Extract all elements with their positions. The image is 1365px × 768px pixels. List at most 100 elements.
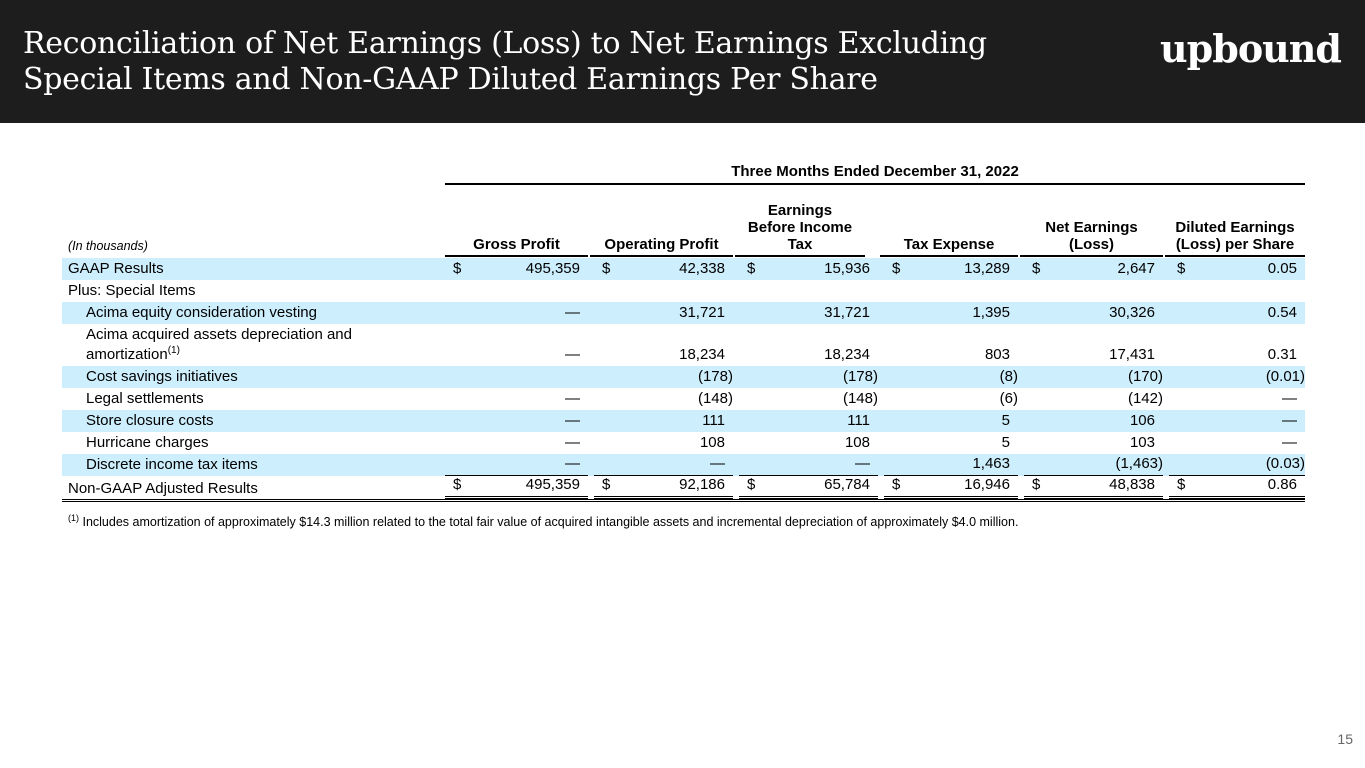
- table-cell: 803: [884, 324, 1018, 366]
- table-cell: $13,289: [884, 258, 1018, 280]
- row-label: Hurricane charges: [86, 435, 209, 451]
- table-cell: $48,838: [1024, 476, 1163, 499]
- table-cell: (0.01): [1169, 366, 1305, 388]
- table-cell: (0.03): [1169, 454, 1305, 476]
- cell-value: 15,936: [824, 260, 870, 277]
- table-cell: 18,234: [594, 324, 733, 366]
- dollar-sign: $: [747, 476, 756, 493]
- cell-value: 803: [984, 346, 1010, 363]
- row-label: Acima acquired assets depreciation and am…: [86, 327, 352, 363]
- cell-value: 13,289: [964, 260, 1010, 277]
- cell-value: —: [855, 455, 870, 472]
- cell-value: (0.01): [1265, 368, 1305, 385]
- cell-value: 0.05: [1267, 260, 1297, 277]
- table-cell: —: [445, 410, 588, 432]
- cell-value: 2,647: [1117, 260, 1155, 277]
- table-cell: —: [445, 388, 588, 410]
- row-label: Cost savings initiatives: [86, 369, 238, 385]
- table-cell: 0.31: [1169, 324, 1305, 366]
- table-cell: —: [1169, 388, 1305, 410]
- table-cell: 5: [884, 410, 1018, 432]
- table-cell: 106: [1024, 410, 1163, 432]
- table-cell: [739, 280, 878, 302]
- cell-value: 48,838: [1109, 476, 1155, 493]
- table-cell: $16,946: [884, 476, 1018, 499]
- table-cell: 111: [739, 410, 878, 432]
- table-row: Hurricane charges — 108 108 5 103 —: [62, 432, 1305, 454]
- cell-value: 31,721: [679, 304, 725, 321]
- slide-title: Reconciliation of Net Earnings (Loss) to…: [23, 26, 987, 98]
- cell-value: (6): [999, 390, 1018, 407]
- row-label-text: amortization: [86, 346, 168, 363]
- row-label-text: Non-GAAP Adjusted Results: [68, 480, 258, 497]
- table-cell: 111: [594, 410, 733, 432]
- cell-value: 111: [847, 412, 870, 429]
- table-cell: (142): [1024, 388, 1163, 410]
- cell-value: (1,463): [1115, 455, 1163, 472]
- cell-value: (142): [1127, 390, 1163, 407]
- dollar-sign: $: [602, 476, 611, 493]
- column-header: Earnings Before Income Tax: [735, 202, 865, 257]
- table-cell: $495,359: [445, 476, 588, 499]
- row-label-text: Acima acquired assets depreciation and: [86, 326, 352, 343]
- cell-value: 42,338: [679, 260, 725, 277]
- row-label: GAAP Results: [68, 261, 164, 277]
- cell-value: 5: [1001, 434, 1010, 451]
- table-row: Plus: Special Items: [62, 280, 1305, 302]
- title-line-2: Special Items and Non-GAAP Diluted Earni…: [23, 62, 878, 97]
- table-cell: —: [1169, 432, 1305, 454]
- row-label-text: Legal settlements: [86, 390, 204, 407]
- row-label-text: GAAP Results: [68, 260, 164, 277]
- table-cell: 108: [739, 432, 878, 454]
- dollar-sign: $: [1032, 476, 1041, 493]
- dollar-sign: $: [747, 260, 756, 277]
- cell-value: 1,395: [972, 304, 1010, 321]
- row-label-text: Discrete income tax items: [86, 456, 258, 473]
- cell-value: (0.03): [1265, 455, 1305, 472]
- table-cell: 108: [594, 432, 733, 454]
- footnote-text: Includes amortization of approximately $…: [82, 515, 1019, 530]
- dollar-sign: $: [453, 476, 462, 493]
- cell-value: —: [710, 455, 725, 472]
- table-row: Store closure costs — 111 111 5 106 —: [62, 410, 1305, 432]
- table-cell: 1,463: [884, 454, 1018, 476]
- row-label-text: Plus: Special Items: [68, 282, 196, 299]
- table-cell: 18,234: [739, 324, 878, 366]
- footnote: (1) Includes amortization of approximate…: [68, 513, 1018, 529]
- cell-value: —: [1282, 412, 1297, 429]
- table-row: Cost savings initiatives (178) (178) (8) (17…: [62, 366, 1305, 388]
- cell-value: 495,359: [525, 476, 580, 493]
- column-header: Tax Expense: [880, 236, 1018, 257]
- table-cell: 31,721: [594, 302, 733, 324]
- column-header: Diluted Earnings (Loss) per Share: [1165, 219, 1305, 257]
- cell-value: —: [565, 434, 580, 451]
- cell-value: 111: [702, 412, 725, 429]
- table-cell: —: [445, 432, 588, 454]
- cell-value: —: [565, 390, 580, 407]
- row-label-text: Acima equity consideration vesting: [86, 304, 317, 321]
- dollar-sign: $: [1032, 260, 1041, 277]
- slide-header: Reconciliation of Net Earnings (Loss) to…: [0, 0, 1365, 123]
- row-label-text: Cost savings initiatives: [86, 368, 238, 385]
- table-cell: (148): [594, 388, 733, 410]
- cell-value: 108: [699, 434, 725, 451]
- footnote-marker: (1): [68, 513, 79, 523]
- table-cell: 5: [884, 432, 1018, 454]
- cell-value: 0.31: [1267, 346, 1297, 363]
- cell-value: (148): [842, 390, 878, 407]
- cell-value: 103: [1129, 434, 1155, 451]
- table-cell: —: [594, 454, 733, 476]
- cell-value: 18,234: [824, 346, 870, 363]
- cell-value: —: [565, 412, 580, 429]
- cell-value: 0.54: [1267, 304, 1297, 321]
- column-header: Net Earnings (Loss): [1020, 219, 1163, 257]
- table-cell: (1,463): [1024, 454, 1163, 476]
- cell-value: —: [565, 346, 580, 363]
- table-cell: [594, 280, 733, 302]
- cell-value: 108: [844, 434, 870, 451]
- cell-value: (178): [697, 368, 733, 385]
- row-label-text: Store closure costs: [86, 412, 214, 429]
- table-cell: [884, 280, 1018, 302]
- table-cell: (170): [1024, 366, 1163, 388]
- dollar-sign: $: [453, 260, 462, 277]
